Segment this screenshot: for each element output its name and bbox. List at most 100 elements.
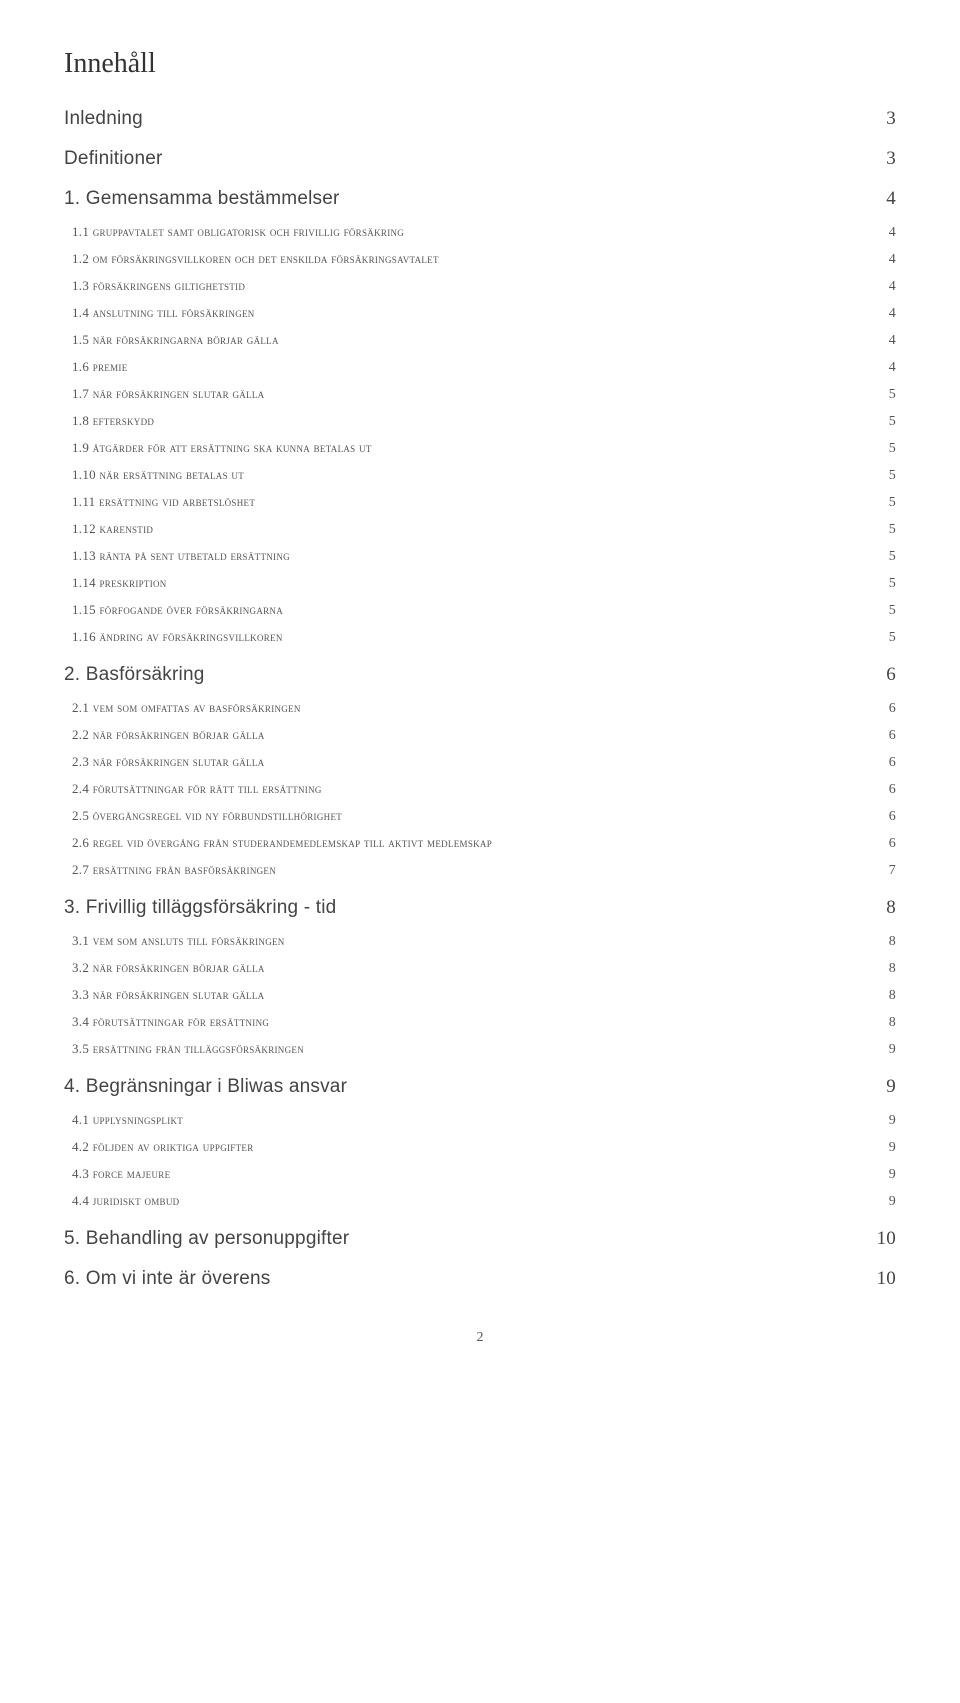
toc-subsection-page: 6 [889,701,896,717]
toc-subsection-label: 1.3 försäkringens giltighetstid [72,278,873,294]
toc-subsection-label: 2.7 ersättning från basförsäkringen [72,862,873,878]
toc-section-page: 9 [886,1076,896,1098]
toc-section-label: 1. Gemensamma bestämmelser [64,188,870,210]
toc-section: Inledning 3 [64,108,896,130]
toc-subsection: 1.11 ersättning vid arbetslöshet5 [72,494,896,511]
toc-subsection-label: 2.4 förutsättningar för rätt till ersätt… [72,781,873,797]
toc-section-label: Definitioner [64,148,870,170]
toc-subsection: 3.3 när försäkringen slutar gälla 8 [72,987,896,1004]
toc-subsection: 1.16 ändring av försäkringsvillkoren 5 [72,629,896,646]
toc-subsection: 3.4 förutsättningar för ersättning8 [72,1014,896,1031]
toc-subsection: 2.7 ersättning från basförsäkringen 7 [72,862,896,879]
toc-section-label: 3. Frivillig tilläggsförsäkring - tid [64,897,870,919]
toc-subsection-page: 8 [889,988,896,1004]
toc-subsection-page: 8 [889,1015,896,1031]
toc-subsection-page: 5 [889,549,896,565]
toc-subsection-page: 6 [889,755,896,771]
toc-subsection-page: 5 [889,495,896,511]
toc-subsection: 3.5 ersättning från tilläggsförsäkringen… [72,1041,896,1058]
toc-subsection-page: 9 [889,1113,896,1129]
toc-section: 6. Om vi inte är överens 10 [64,1268,896,1290]
toc-subsection-label: 4.1 upplysningsplikt [72,1112,873,1128]
table-of-contents: Inledning 3 Definitioner 3 1. Gemensamma bes… [64,108,896,1290]
toc-subsection-page: 9 [889,1042,896,1058]
toc-subsection-label: 1.14 preskription [72,575,873,591]
toc-section-label: Inledning [64,108,870,130]
toc-section: 2. Basförsäkring 6 [64,664,896,686]
toc-subsection: 1.4 anslutning till försäkringen4 [72,305,896,322]
toc-subsection-page: 4 [889,279,896,295]
toc-subsection: 1.5 när försäkringarna börjar gälla 4 [72,332,896,349]
toc-subsection: 2.1 vem som omfattas av basförsäkringen 6 [72,700,896,717]
toc-subsection: 3.1 vem som ansluts till försäkringen8 [72,933,896,950]
toc-section-label: 5. Behandling av personuppgifter [64,1228,861,1250]
toc-subsection-label: 1.12 karenstid [72,521,873,537]
toc-subsection-label: 1.15 förfogande över försäkringarna [72,602,873,618]
toc-subsection-label: 3.5 ersättning från tilläggsförsäkringen [72,1041,873,1057]
toc-subsection-label: 1.16 ändring av försäkringsvillkoren [72,629,873,645]
toc-subsection-label: 2.6 regel vid övergång från studerandeme… [72,835,873,851]
toc-section-label: 2. Basförsäkring [64,664,870,686]
toc-subsection-label: 4.2 följden av oriktiga uppgifter [72,1139,873,1155]
toc-subsection: 4.2 följden av oriktiga uppgifter 9 [72,1139,896,1156]
toc-section: 3. Frivillig tilläggsförsäkring - tid 8 [64,897,896,919]
toc-subsection-label: 1.5 när försäkringarna börjar gälla [72,332,873,348]
toc-subsection: 1.9 åtgärder för att ersättning ska kunn… [72,440,896,457]
toc-section: 4. Begränsningar i Bliwas ansvar 9 [64,1076,896,1098]
toc-subsection: 4.4 juridiskt ombud 9 [72,1193,896,1210]
page-title: Innehåll [64,48,896,80]
toc-subsection-label: 1.13 ränta på sent utbetald ersättning [72,548,873,564]
toc-subsection: 2.5 övergångsregel vid ny förbundstillhö… [72,808,896,825]
toc-subsection-page: 9 [889,1194,896,1210]
toc-subsection: 2.4 förutsättningar för rätt till ersätt… [72,781,896,798]
toc-subsection-label: 1.2 om försäkringsvillkoren och det ensk… [72,251,873,267]
toc-subsection-page: 6 [889,809,896,825]
toc-subsection-label: 1.7 när försäkringen slutar gälla [72,386,873,402]
toc-subsection: 2.3 när försäkringen slutar gälla 6 [72,754,896,771]
toc-subsection-page: 6 [889,836,896,852]
toc-subsection: 1.3 försäkringens giltighetstid 4 [72,278,896,295]
toc-subsection-label: 3.3 när försäkringen slutar gälla [72,987,873,1003]
toc-subsection-page: 4 [889,306,896,322]
toc-subsection-page: 5 [889,576,896,592]
page-number: 2 [64,1330,896,1346]
toc-section: Definitioner 3 [64,148,896,170]
toc-subsection-page: 4 [889,252,896,268]
toc-subsection-page: 5 [889,522,896,538]
toc-subsection: 1.1 gruppavtalet samt obligatorisk och f… [72,224,896,241]
toc-subsection-page: 6 [889,782,896,798]
toc-subsection: 1.10 när ersättning betalas ut5 [72,467,896,484]
toc-subsection-page: 4 [889,333,896,349]
toc-subsection-page: 6 [889,728,896,744]
toc-subsection-page: 9 [889,1167,896,1183]
toc-subsection-label: 2.3 när försäkringen slutar gälla [72,754,873,770]
toc-subsection-label: 4.3 force majeure [72,1166,873,1182]
toc-section-page: 8 [886,897,896,919]
toc-subsection-page: 5 [889,387,896,403]
toc-subsection-page: 4 [889,360,896,376]
toc-subsection-page: 9 [889,1140,896,1156]
toc-section-page: 6 [886,664,896,686]
toc-section-label: 6. Om vi inte är överens [64,1268,861,1290]
toc-section-page: 10 [877,1268,896,1290]
toc-subsection: 1.8 efterskydd5 [72,413,896,430]
toc-subsection: 1.2 om försäkringsvillkoren och det ensk… [72,251,896,268]
toc-subsection-page: 4 [889,225,896,241]
toc-subsection: 4.1 upplysningsplikt 9 [72,1112,896,1129]
toc-section-label: 4. Begränsningar i Bliwas ansvar [64,1076,870,1098]
toc-subsection-page: 7 [889,863,896,879]
toc-subsection-page: 5 [889,603,896,619]
toc-subsection-label: 2.2 när försäkringen börjar gälla [72,727,873,743]
toc-subsection: 1.7 när försäkringen slutar gälla 5 [72,386,896,403]
toc-subsection: 1.13 ränta på sent utbetald ersättning 5 [72,548,896,565]
toc-subsection-page: 5 [889,441,896,457]
toc-section-page: 3 [886,108,896,130]
toc-subsection-page: 5 [889,630,896,646]
toc-subsection-page: 8 [889,961,896,977]
toc-section-page: 3 [886,148,896,170]
toc-subsection-label: 2.1 vem som omfattas av basförsäkringen [72,700,873,716]
toc-section: 5. Behandling av personuppgifter10 [64,1228,896,1250]
toc-subsection-label: 4.4 juridiskt ombud [72,1193,873,1209]
toc-subsection: 2.6 regel vid övergång från studerandeme… [72,835,896,852]
toc-subsection-page: 5 [889,468,896,484]
